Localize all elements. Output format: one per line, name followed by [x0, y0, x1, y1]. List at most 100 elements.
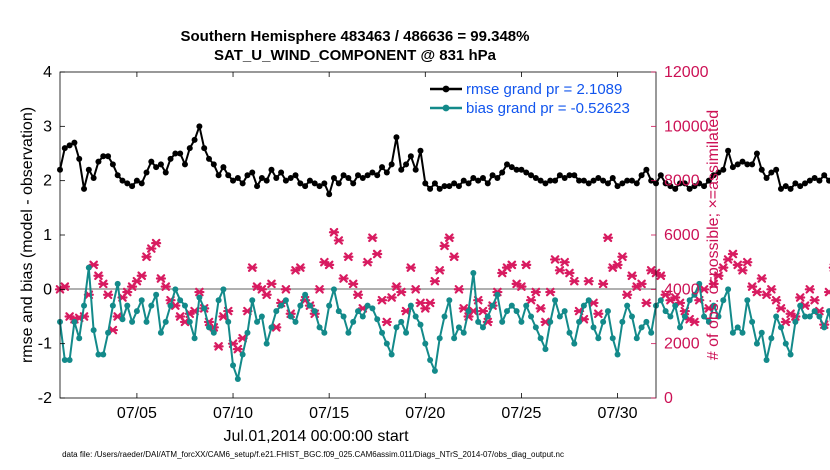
obs-point: [795, 293, 806, 302]
rmse-point: [729, 164, 736, 171]
rmse-point: [633, 180, 640, 187]
rmse-point: [441, 183, 448, 190]
rmse-point: [657, 172, 664, 179]
rmse-point: [710, 172, 717, 179]
obs-point: [612, 260, 623, 270]
obs-point: [559, 257, 570, 267]
obs-point: [641, 298, 652, 308]
rmse-point: [753, 150, 760, 157]
obs-point: [771, 295, 782, 305]
bias-point: [585, 297, 592, 304]
bias-point: [662, 308, 669, 315]
rmse-point: [609, 174, 616, 181]
rmse-point: [465, 180, 472, 187]
obs-point: [405, 263, 416, 272]
rmse-point: [355, 172, 361, 179]
bias-point: [306, 302, 313, 309]
y-tick-label: 0: [43, 281, 52, 298]
bias-point: [725, 286, 732, 293]
rmse-point: [148, 158, 155, 165]
rmse-point: [81, 185, 88, 192]
obs-point: [136, 271, 147, 281]
y-axis-label: rmse and bias (model - observation): [19, 107, 36, 363]
obs-point: [622, 290, 633, 300]
bias-point: [427, 356, 434, 363]
bias-point: [138, 297, 145, 304]
y-tick-label: -2: [38, 390, 52, 407]
rmse-point: [672, 185, 679, 192]
bias-point: [667, 313, 674, 320]
bias-point: [734, 324, 741, 331]
plot-area: [60, 72, 656, 398]
bias-point: [628, 313, 635, 320]
bias-point: [374, 316, 381, 323]
bias-point: [648, 329, 655, 336]
rmse-point: [162, 169, 169, 176]
rmse-point: [460, 177, 467, 184]
bias-point: [258, 313, 265, 320]
rmse-point: [561, 174, 568, 181]
bias-point: [797, 302, 804, 309]
rmse-point: [403, 161, 410, 168]
rmse-point: [744, 161, 751, 168]
rmse-point: [758, 166, 765, 173]
bias-point: [345, 329, 352, 336]
rmse-point: [181, 161, 188, 168]
rmse-point: [273, 174, 280, 181]
bias-point: [273, 308, 280, 315]
obs-point: [261, 290, 272, 300]
rmse-point: [749, 161, 756, 168]
rmse-point: [61, 145, 68, 152]
bias-point: [701, 313, 708, 320]
bias-point: [571, 340, 578, 347]
obs-point: [449, 252, 460, 262]
bias-point: [148, 302, 155, 309]
obs-point: [232, 344, 243, 354]
y-tick-label-right: 8000: [664, 173, 700, 190]
rmse-point: [638, 172, 645, 179]
obs-point: [549, 255, 561, 264]
bias-point: [619, 318, 626, 325]
bias-point: [431, 367, 438, 374]
obs-point: [266, 279, 277, 289]
bias-point: [768, 335, 775, 342]
bias-point: [326, 302, 333, 309]
bias-point: [787, 351, 794, 358]
rmse-point: [302, 183, 309, 190]
x-axis-label: Jul.01,2014 00:00:00 start: [223, 428, 409, 445]
bias-point: [508, 302, 515, 309]
bias-point: [210, 329, 217, 336]
bias-point: [162, 318, 169, 325]
rmse-point: [528, 172, 535, 179]
rmse-point: [571, 172, 578, 179]
x-tick-label: 07/10: [213, 405, 253, 422]
rmse-point: [268, 166, 275, 173]
bias-point: [114, 280, 121, 287]
rmse-point: [590, 177, 597, 184]
bias-point: [773, 313, 780, 320]
obs-point: [545, 287, 556, 297]
bias-point: [186, 318, 193, 325]
bias-point: [677, 324, 684, 331]
bias-point: [263, 340, 270, 347]
y-tick-label-right: 2000: [664, 336, 700, 353]
bias-point: [609, 335, 616, 342]
rmse-point: [811, 174, 818, 181]
y-tick-label-right: 12000: [664, 64, 709, 81]
obs-point: [775, 304, 787, 313]
rmse-point: [532, 174, 539, 181]
bias-point: [494, 291, 501, 298]
legend-rmse-marker: [442, 85, 450, 93]
bias-point: [412, 313, 419, 320]
rmse-point: [287, 174, 294, 181]
rmse-point: [258, 174, 265, 181]
bias-point: [335, 308, 342, 315]
rmse-point: [667, 183, 674, 190]
rmse-point: [479, 174, 486, 181]
bias-point: [681, 313, 688, 320]
obs-point: [713, 271, 724, 281]
bias-point: [61, 356, 68, 363]
bias-point: [624, 302, 631, 309]
rmse-point: [210, 161, 217, 168]
y-tick-label-right: 6000: [664, 227, 700, 244]
